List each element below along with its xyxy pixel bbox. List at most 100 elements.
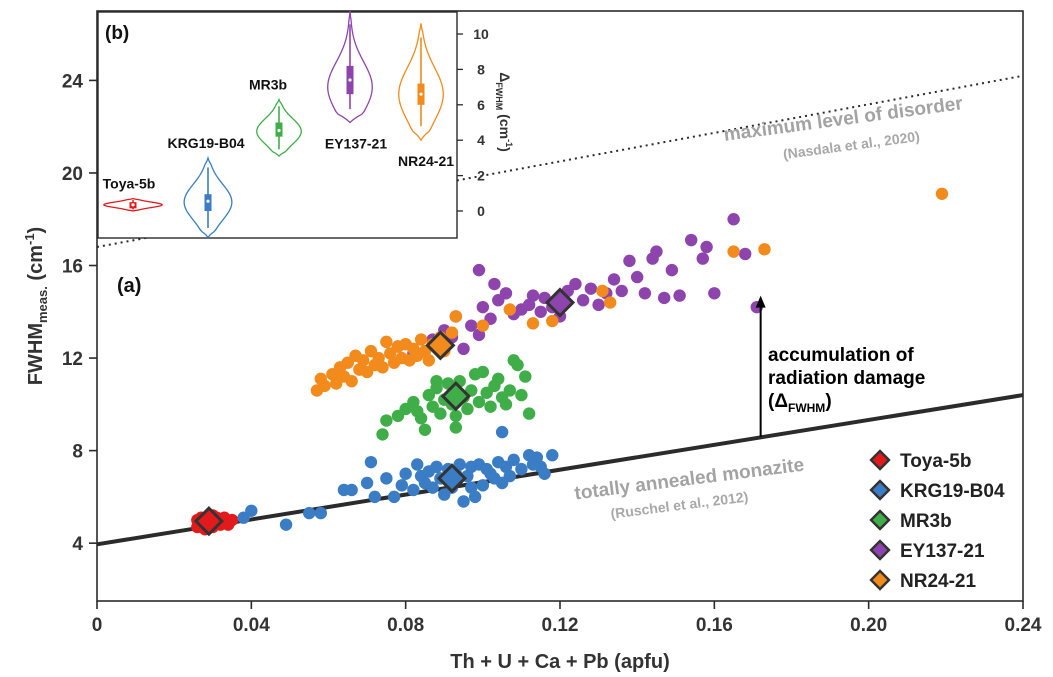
- y-tick-label: 12: [62, 349, 83, 370]
- data-point: [657, 291, 671, 305]
- data-point: [495, 425, 509, 439]
- data-point: [357, 354, 370, 367]
- y-tick-label: 16: [62, 257, 83, 278]
- data-point: [665, 263, 679, 277]
- damage-arrow: [755, 295, 766, 437]
- violin-median: [131, 203, 135, 207]
- data-point: [407, 395, 420, 409]
- x-tick-label: 0: [92, 615, 103, 636]
- data-point: [708, 287, 721, 300]
- data-point: [430, 460, 443, 474]
- damage-label-line2: radiation damage: [768, 368, 925, 389]
- violin-median: [206, 199, 210, 203]
- data-point: [476, 300, 490, 314]
- data-point: [422, 354, 436, 367]
- data-point: [399, 467, 412, 480]
- data-point: [457, 495, 470, 508]
- mean-marker: [436, 463, 468, 494]
- inset-y-tick-label: 8: [477, 61, 485, 77]
- violin-shape: [327, 10, 373, 124]
- y-axis-label: FWHMmeas. (cm-1): [22, 227, 50, 385]
- data-point: [434, 407, 447, 420]
- legend-label: EY137-21: [900, 541, 985, 562]
- data-point: [526, 317, 540, 330]
- data-point: [472, 328, 486, 342]
- data-point: [376, 428, 389, 441]
- data-point: [237, 511, 250, 524]
- data-point: [472, 395, 486, 409]
- x-tick-label: 0.12: [542, 615, 579, 636]
- data-point: [607, 273, 621, 286]
- violin-shape: [103, 197, 163, 212]
- data-point: [603, 296, 617, 309]
- violin-label: NR24-21: [398, 153, 454, 169]
- violin-median: [419, 92, 423, 96]
- data-point: [503, 469, 517, 483]
- data-point: [465, 319, 478, 332]
- data-point: [225, 513, 239, 527]
- data-point: [515, 462, 528, 476]
- damage-label-line3: (ΔFWHM): [768, 391, 832, 415]
- data-point: [727, 213, 740, 226]
- y-tick-label: 24: [62, 71, 84, 92]
- mean-marker: [193, 506, 225, 537]
- data-point: [484, 400, 497, 413]
- data-point: [453, 458, 466, 471]
- data-point: [522, 407, 536, 420]
- inset-violin-labels: Toya-5b KRG19-B04 MR3b EY137-21 NR24-21: [103, 76, 455, 191]
- data-point: [345, 374, 358, 388]
- violin-shape: [256, 97, 302, 158]
- panel-b-label: (b): [105, 23, 129, 44]
- data-point: [472, 263, 486, 277]
- data-point: [279, 518, 293, 531]
- data-point: [372, 351, 385, 365]
- y-tick-label: 8: [72, 442, 83, 463]
- data-point: [364, 455, 378, 469]
- inset-y-tick-label: 0: [477, 203, 485, 219]
- legend-marker: [869, 479, 891, 501]
- inset-y-tick-label: 2: [477, 168, 485, 184]
- data-point: [503, 303, 517, 316]
- data-point: [380, 414, 393, 427]
- data-point: [445, 326, 459, 339]
- data-point: [414, 333, 428, 346]
- data-point: [503, 384, 517, 397]
- data-point: [468, 490, 482, 504]
- inset-panel-b: Toya-5b KRG19-B04 MR3b EY137-21 NR24-21 0 2 4 6…: [97, 10, 514, 239]
- inset-y-tick-label: 4: [477, 132, 485, 148]
- inset-y-tick-label: 10: [473, 26, 489, 42]
- data-point: [368, 490, 381, 504]
- data-point: [511, 358, 524, 372]
- data-point: [684, 233, 698, 247]
- data-point: [476, 319, 490, 332]
- y-tick-label: 4: [72, 534, 83, 555]
- x-tick-label: 0.08: [387, 615, 424, 636]
- data-point: [449, 409, 463, 423]
- violin-shape: [398, 23, 444, 142]
- data-point: [623, 254, 636, 268]
- data-point: [584, 282, 598, 295]
- violin-label: EY137-21: [325, 136, 387, 152]
- mean-markers: [193, 287, 576, 537]
- data-point: [449, 421, 463, 434]
- data-point: [515, 388, 528, 402]
- violin-median: [277, 128, 281, 133]
- inset-y-axis-label: ΔFWHM (cm-1): [494, 72, 514, 152]
- legend-marker: [869, 509, 891, 531]
- violin-label: Toya-5b: [103, 176, 156, 192]
- y-tick-label: 20: [62, 164, 83, 185]
- inset-violins: [103, 10, 444, 239]
- legend-label: Toya-5b: [900, 451, 971, 472]
- arrow-head: [755, 295, 766, 308]
- data-point: [569, 277, 582, 291]
- violin-label: KRG19-B04: [167, 135, 244, 151]
- inset-y-tick-label: 6: [477, 97, 485, 113]
- data-point: [499, 287, 513, 300]
- data-point: [615, 284, 628, 298]
- data-point: [673, 289, 686, 302]
- data-point: [476, 479, 490, 492]
- y-axis-ticks: 4 8 12 16 20 24: [62, 71, 97, 555]
- data-point: [522, 298, 536, 312]
- data-point: [461, 402, 474, 416]
